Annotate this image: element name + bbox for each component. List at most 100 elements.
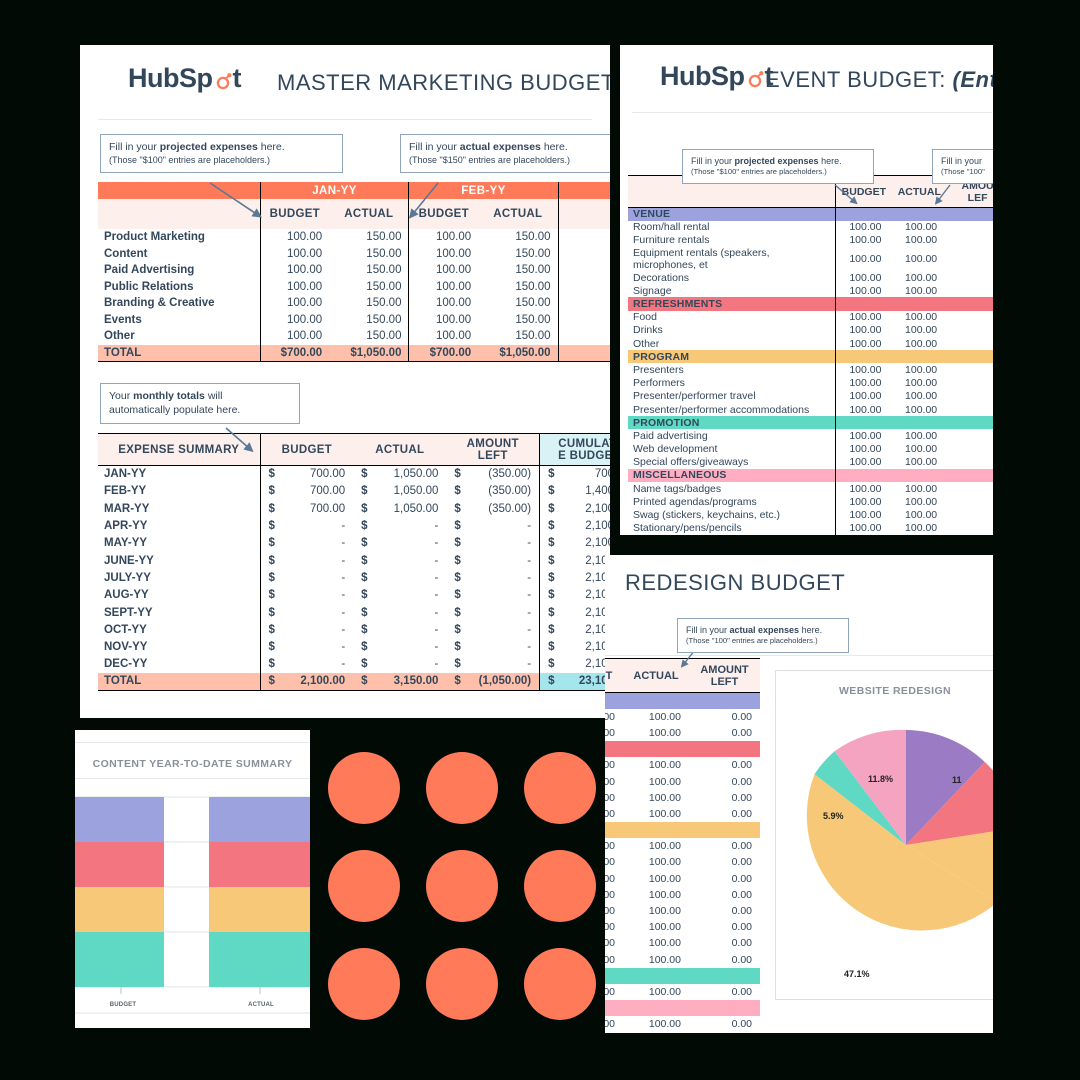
item-label: Web development — [633, 443, 718, 456]
cell-cumulative: 2,100.00 — [585, 606, 610, 619]
bar-budget-seg-1 — [75, 797, 164, 842]
cell-left: - — [527, 589, 532, 602]
cell-budget: 100.00 — [835, 402, 892, 417]
cell-cumulative: 2,100.00 — [585, 537, 610, 550]
section-fill — [835, 468, 892, 483]
month-label: SEPT-YY — [104, 606, 153, 619]
cell-budget: - — [341, 606, 346, 619]
cell-value: 100.00 — [259, 328, 330, 345]
section-header-row — [605, 822, 760, 839]
month-label: FEB-YY — [104, 485, 147, 498]
table-row: Furniture rentals 100.00 100.00 — [628, 233, 993, 248]
cell-budget: - — [341, 589, 346, 602]
hubspot-logo-text-b: t — [232, 63, 242, 93]
cell-actual: 100.00 — [905, 495, 938, 508]
section-header-row: MISCELLANEOUS — [628, 468, 993, 483]
cell-value: 100.00 — [259, 262, 330, 279]
section-fill — [891, 207, 948, 221]
cell-cumulative: 2,100.00 — [585, 502, 610, 515]
subheader-jan-budget: BUDGET — [259, 199, 330, 229]
callout-text-bold: actual expenses — [729, 625, 800, 635]
callout-text-post: here. — [818, 156, 842, 166]
cell-actual: - — [434, 589, 439, 602]
event-title-plain: EVENT BUDGET: — [765, 67, 953, 92]
cell-clipped — [557, 278, 610, 295]
callout-subtext: (Those "$100" entries are placeholders.) — [109, 155, 270, 166]
panel-title-rule — [75, 778, 310, 779]
total-value: $700.00 — [259, 344, 330, 362]
item-label: Performers — [633, 377, 685, 390]
section-fill — [623, 692, 689, 709]
expense-header-row: EXPENSE SUMMARY BUDGET ACTUAL AMOUNT LEF… — [98, 433, 610, 466]
currency-symbol: $ — [259, 655, 275, 674]
item-label: Other — [633, 337, 660, 350]
item-label: Special offers/giveaways — [633, 456, 749, 469]
cell-amount-left: 0.00 — [731, 872, 752, 885]
callout-text-bold: actual expenses — [459, 141, 541, 153]
orange-dots-grid — [328, 752, 596, 1020]
table-row: Paid Advertising 100.00 150.00 100.00 150.00 — [98, 262, 610, 279]
currency-symbol: $ — [454, 502, 461, 515]
cell-actual: 100.00 — [905, 253, 938, 266]
cell-budget: 00 — [605, 775, 615, 788]
item-label: Food — [633, 311, 657, 324]
cell-left: - — [527, 606, 532, 619]
pie-slice-red — [906, 762, 993, 845]
currency-symbol: $ — [361, 658, 368, 671]
cell-actual: 100.00 — [648, 775, 681, 788]
cell-value: 150.00 — [515, 297, 551, 310]
redesign-header-amount-left: AMOUNT LEFT — [689, 658, 760, 693]
section-fill — [947, 297, 993, 311]
cell-amount-left — [947, 247, 993, 271]
item-label: Presenter/performer travel — [633, 390, 756, 403]
section-header-row — [605, 967, 760, 984]
total-clipped — [557, 344, 610, 362]
month-label: APR-YY — [104, 520, 148, 533]
cell-budget: 100.00 — [835, 271, 892, 285]
axis-label-budget: BUDGET — [109, 1002, 137, 1008]
cell-actual: 100.00 — [648, 759, 681, 772]
cell-actual: 100.00 — [905, 377, 938, 390]
expense-row: JAN-YY $700.00 $1,050.00 $ (350.00) $700.00 — [98, 465, 610, 483]
currency-symbol: $ — [361, 606, 368, 619]
cell-value: 100.00 — [259, 278, 330, 295]
pie-slice-pink — [834, 729, 906, 845]
cell-budget: - — [341, 520, 346, 533]
cell-budget: 100.00 — [835, 521, 892, 535]
callout-subtext: (Those "$150" entries are placeholders.) — [409, 155, 570, 166]
callout-text-bold: projected expenses — [734, 156, 819, 166]
section-header-row — [605, 692, 760, 709]
section-header-row: PROMOTION — [628, 416, 993, 430]
cell-budget: 00 — [605, 888, 615, 901]
cell-clipped — [557, 245, 610, 262]
callout-actual-expenses-clipped: Fill in your (Those "100" — [932, 149, 993, 185]
table-row: Presenter/performer travel 100.00 100.00 — [628, 389, 993, 403]
item-label: Decorations — [633, 271, 690, 284]
cell-amount-left — [947, 403, 993, 416]
cell-actual: 100.00 — [905, 221, 938, 234]
currency-symbol: $ — [259, 551, 275, 570]
cell-actual: 100.00 — [905, 284, 938, 297]
callout-text-post: here. — [540, 141, 568, 153]
cell-cumulative: 700.00 — [594, 468, 610, 481]
cell-budget: 100.00 — [835, 495, 892, 509]
table-row: Web development 100.00 100.00 — [628, 442, 993, 456]
cell-budget: 00 — [605, 710, 615, 723]
item-label: Swag (stickers, keychains, etc.) — [633, 509, 781, 522]
cell-value: 100.00 — [408, 311, 479, 328]
table-row: 00 100.00 0.00 — [605, 790, 760, 806]
section-fill — [605, 741, 623, 758]
table-row: Content 100.00 150.00 100.00 150.00 — [98, 245, 610, 262]
bar-chart-title: CONTENT YEAR-TO-DATE SUMMARY — [92, 758, 293, 770]
callout-projected-expenses: Fill in your projected expenses here. (T… — [100, 134, 343, 174]
cell-actual: 100.00 — [648, 807, 681, 820]
currency-symbol: $ — [454, 520, 461, 533]
currency-symbol: $ — [259, 517, 275, 535]
table-row: 00 100.00 0.00 — [605, 984, 760, 1000]
cell-budget: 100.00 — [835, 310, 892, 324]
cell-actual: 100.00 — [648, 905, 681, 918]
section-fill — [623, 967, 689, 984]
currency-symbol: $ — [539, 655, 555, 674]
content-ytd-summary-panel: CONTENT YEAR-TO-DATE SUMMARY BUDGET — [75, 730, 310, 1028]
cell-actual: 100.00 — [905, 403, 938, 416]
